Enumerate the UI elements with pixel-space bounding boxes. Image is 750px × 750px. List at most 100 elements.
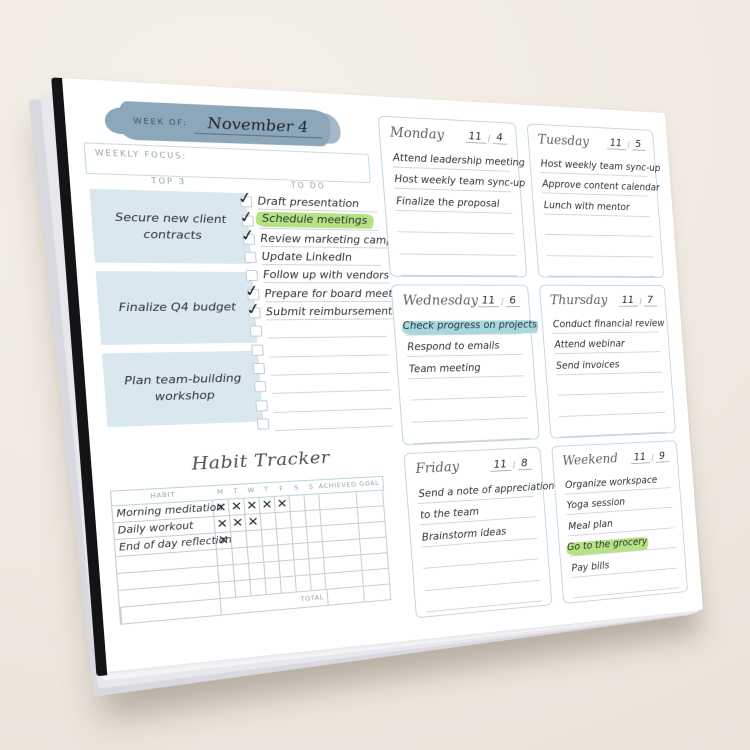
x-mark-icon: ✕	[217, 532, 230, 548]
todo-list: ✓ Draft presentation ✓ Schedule meetings ✓ Re…	[236, 188, 422, 432]
weekly-focus-label: WEEKLY FOCUS:	[94, 147, 188, 161]
habit-day-cell	[290, 511, 307, 529]
ruled-line	[399, 253, 518, 277]
ruled-line	[543, 214, 652, 237]
habit-day-cell	[219, 581, 237, 600]
ruled-line: Finalize the proposal	[394, 188, 513, 214]
top3-box-text: Secure new client contracts	[114, 209, 227, 243]
ruled-line	[395, 210, 514, 235]
day-lines: Conduct financial review Attend webinar Se…	[551, 311, 667, 438]
habit-day-cell	[275, 512, 293, 530]
top3-box: Plan team-building workshop	[101, 350, 264, 428]
habit-day-cell	[231, 531, 248, 549]
habit-day-cell: ✕	[215, 532, 233, 550]
week-of-underline: November 4	[192, 112, 323, 139]
top3-box-text: Finalize Q4 budget	[118, 300, 237, 314]
day-header: Thursday 11/7	[549, 289, 657, 311]
day-col-header: S	[308, 483, 314, 491]
date-month: 11	[489, 457, 512, 472]
ruled-line	[559, 412, 667, 438]
day-col-header: W	[247, 486, 256, 495]
day-box-monday: Monday 11/4 Attend leadership meeting Host …	[377, 115, 528, 278]
habit-day-cell	[216, 548, 234, 567]
habit-tracker-title: Habit Tracker	[190, 447, 331, 475]
ruled-line	[412, 417, 530, 445]
habit-col-header: HABIT	[150, 491, 176, 501]
habit-day-cell	[310, 573, 327, 592]
day-date: 11/7	[617, 294, 657, 307]
habit-day-cell: ✕	[245, 514, 262, 532]
date-day: 4	[492, 131, 508, 145]
todo-row	[256, 406, 394, 432]
day-col-header: F	[279, 485, 285, 493]
x-mark-icon: ✕	[215, 500, 227, 515]
top3-box: Secure new client contracts	[89, 188, 252, 264]
habit-day-cell	[292, 527, 309, 545]
habit-day-cell	[250, 578, 267, 597]
todo-item-text: Update LinkedIn	[261, 251, 353, 264]
x-mark-icon: ✕	[232, 515, 244, 530]
habit-day-cell	[234, 580, 252, 598]
habit-day-cell	[260, 513, 278, 531]
date-month: 11	[477, 294, 500, 307]
date-day: 8	[516, 456, 532, 470]
habit-day-cell	[264, 561, 281, 579]
total-achieved-cell	[326, 586, 365, 606]
date-day: 9	[655, 449, 669, 463]
todo-checkbox	[255, 399, 269, 412]
day-item-text: Conduct financial review	[552, 317, 665, 330]
habit-table-body: Morning meditation ✕ ✕ ✕ ✕ ✕ Daily workout ✕ ✕ ✕ E…	[111, 490, 393, 625]
x-mark-icon: ✕	[247, 514, 259, 529]
x-mark-icon: ✕	[246, 498, 258, 513]
top3-box-text: Plan team-building workshop	[123, 370, 242, 404]
habit-day-cell	[233, 563, 251, 582]
x-mark-icon: ✕	[230, 499, 243, 514]
habit-day-cell: ✕	[214, 515, 232, 534]
todo-item-text: Follow up with vendors	[262, 269, 390, 282]
habit-day-cell	[305, 510, 322, 528]
ruled-line: Conduct financial review	[551, 311, 665, 334]
day-name: Friday	[415, 459, 460, 477]
check-mark-icon: ✓	[243, 280, 261, 301]
day-lines: Attend leadership meeting Host weekly tea…	[390, 145, 526, 277]
todo-checkbox	[252, 362, 266, 375]
day-item-text: Respond to emails	[406, 340, 500, 354]
notepad: WEEK OF: November 4 WEEKLY FOCUS: TOP 3 …	[28, 77, 703, 697]
todo-checkbox	[256, 418, 270, 430]
ruled-line	[397, 232, 516, 256]
date-separator: /	[487, 133, 492, 144]
day-header: Wednesday 11/6	[402, 289, 521, 312]
day-name: Wednesday	[402, 293, 479, 309]
habit-tracker-table: HABIT M T W T F S S ACHIEVED GOAL Morning meditati…	[109, 475, 393, 625]
habit-day-cell	[308, 542, 325, 560]
achieved-col-header: ACHIEVED	[318, 481, 357, 491]
ruled-line	[546, 255, 655, 277]
habit-day-cell	[263, 545, 280, 563]
habit-day-cell	[246, 530, 264, 548]
ruled-line: Send invoices	[554, 352, 663, 375]
habit-day-cell	[294, 559, 311, 577]
date-month: 11	[464, 129, 487, 144]
day-date: 11/8	[489, 456, 532, 472]
date-separator: /	[500, 296, 505, 307]
date-separator: /	[626, 139, 631, 150]
habit-day-cell	[249, 562, 266, 581]
planner-page: WEEK OF: November 4 WEEKLY FOCUS: TOP 3 …	[62, 78, 703, 672]
todo-checkbox	[244, 251, 257, 264]
date-separator: /	[638, 296, 643, 307]
todo-checkbox	[253, 381, 267, 393]
ruled-line: Respond to emails	[405, 333, 524, 357]
date-month: 11	[617, 294, 638, 307]
habit-day-cell	[306, 526, 323, 544]
habit-day-cell	[247, 546, 265, 564]
day-name: Monday	[389, 124, 445, 143]
day-lines: Check progress on projects Respond to ema…	[401, 312, 539, 445]
check-mark-icon: ✓	[237, 206, 256, 227]
day-col-header: S	[293, 484, 300, 492]
top3-box: Finalize Q4 budget	[95, 271, 258, 345]
habit-day-cell	[295, 575, 312, 593]
day-lines: Host weekly team sync-up Approve content …	[538, 151, 661, 277]
total-label: TOTAL	[296, 589, 328, 609]
ruled-line: Team meeting	[407, 354, 525, 379]
